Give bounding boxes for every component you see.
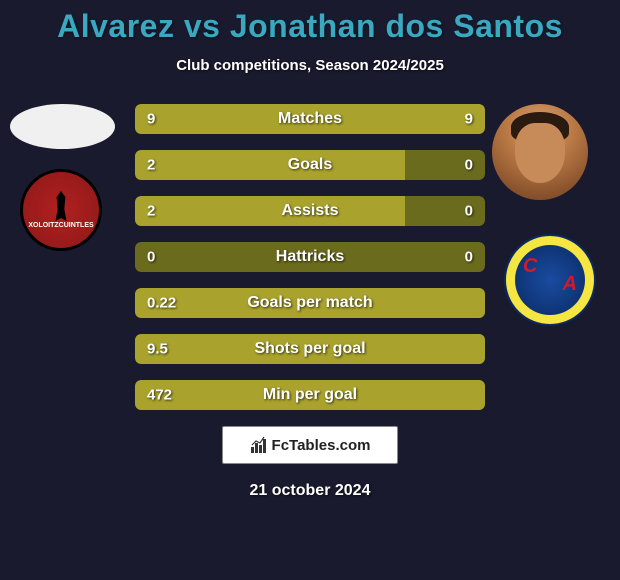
stat-value-left: 2 <box>147 157 155 174</box>
stat-value-left: 2 <box>147 203 155 220</box>
stat-value-right: 0 <box>465 203 473 220</box>
stat-row: 2 0 Goals <box>135 150 485 180</box>
page-title: Alvarez vs Jonathan dos Santos <box>0 0 620 45</box>
club-right-inner: C A <box>515 245 585 315</box>
player-right-club-badge: C A <box>504 234 596 326</box>
club-left-text: XOLOITZCUINTLES <box>28 222 93 229</box>
stat-row: 0.22 Goals per match <box>135 288 485 318</box>
stat-label: Assists <box>282 202 339 220</box>
stat-row: 9 9 Matches <box>135 104 485 134</box>
stat-label: Hattricks <box>276 248 344 266</box>
stat-label: Matches <box>278 110 342 128</box>
stat-label: Goals per match <box>247 294 372 312</box>
stat-label: Min per goal <box>263 386 357 404</box>
stat-value-left: 0 <box>147 249 155 266</box>
tijuana-dog-icon <box>50 191 72 221</box>
bar-fill-left <box>135 150 405 180</box>
stat-label: Goals <box>288 156 332 174</box>
stat-label: Shots per goal <box>254 340 365 358</box>
subtitle: Club competitions, Season 2024/2025 <box>0 57 620 74</box>
bar-fill-left <box>135 196 405 226</box>
stat-row: 472 Min per goal <box>135 380 485 410</box>
comparison-content: XOLOITZCUINTLES C A 9 9 Matches 2 0 Goals 2 0 As… <box>0 104 620 500</box>
stat-value-right: 9 <box>465 111 473 128</box>
fctables-text: FcTables.com <box>272 437 371 454</box>
stat-row: 0 0 Hattricks <box>135 242 485 272</box>
stat-value-left: 472 <box>147 387 172 404</box>
stat-value-left: 0.22 <box>147 295 176 312</box>
player-right-avatar <box>492 104 588 200</box>
player-left-avatar <box>10 104 115 149</box>
stat-value-right: 0 <box>465 249 473 266</box>
stat-value-left: 9 <box>147 111 155 128</box>
stat-value-left: 9.5 <box>147 341 168 358</box>
club-letter-c: C <box>523 255 537 278</box>
fctables-watermark: FcTables.com <box>222 426 398 464</box>
stat-bars: 9 9 Matches 2 0 Goals 2 0 Assists 0 0 Hattricks 0.22… <box>135 104 485 410</box>
avatar-face <box>515 123 565 183</box>
stat-value-right: 0 <box>465 157 473 174</box>
comparison-date: 21 october 2024 <box>0 482 620 500</box>
club-letter-a: A <box>563 273 577 296</box>
player-left-club-badge: XOLOITZCUINTLES <box>20 169 102 251</box>
stat-row: 2 0 Assists <box>135 196 485 226</box>
fctables-chart-icon <box>250 436 268 454</box>
stat-row: 9.5 Shots per goal <box>135 334 485 364</box>
